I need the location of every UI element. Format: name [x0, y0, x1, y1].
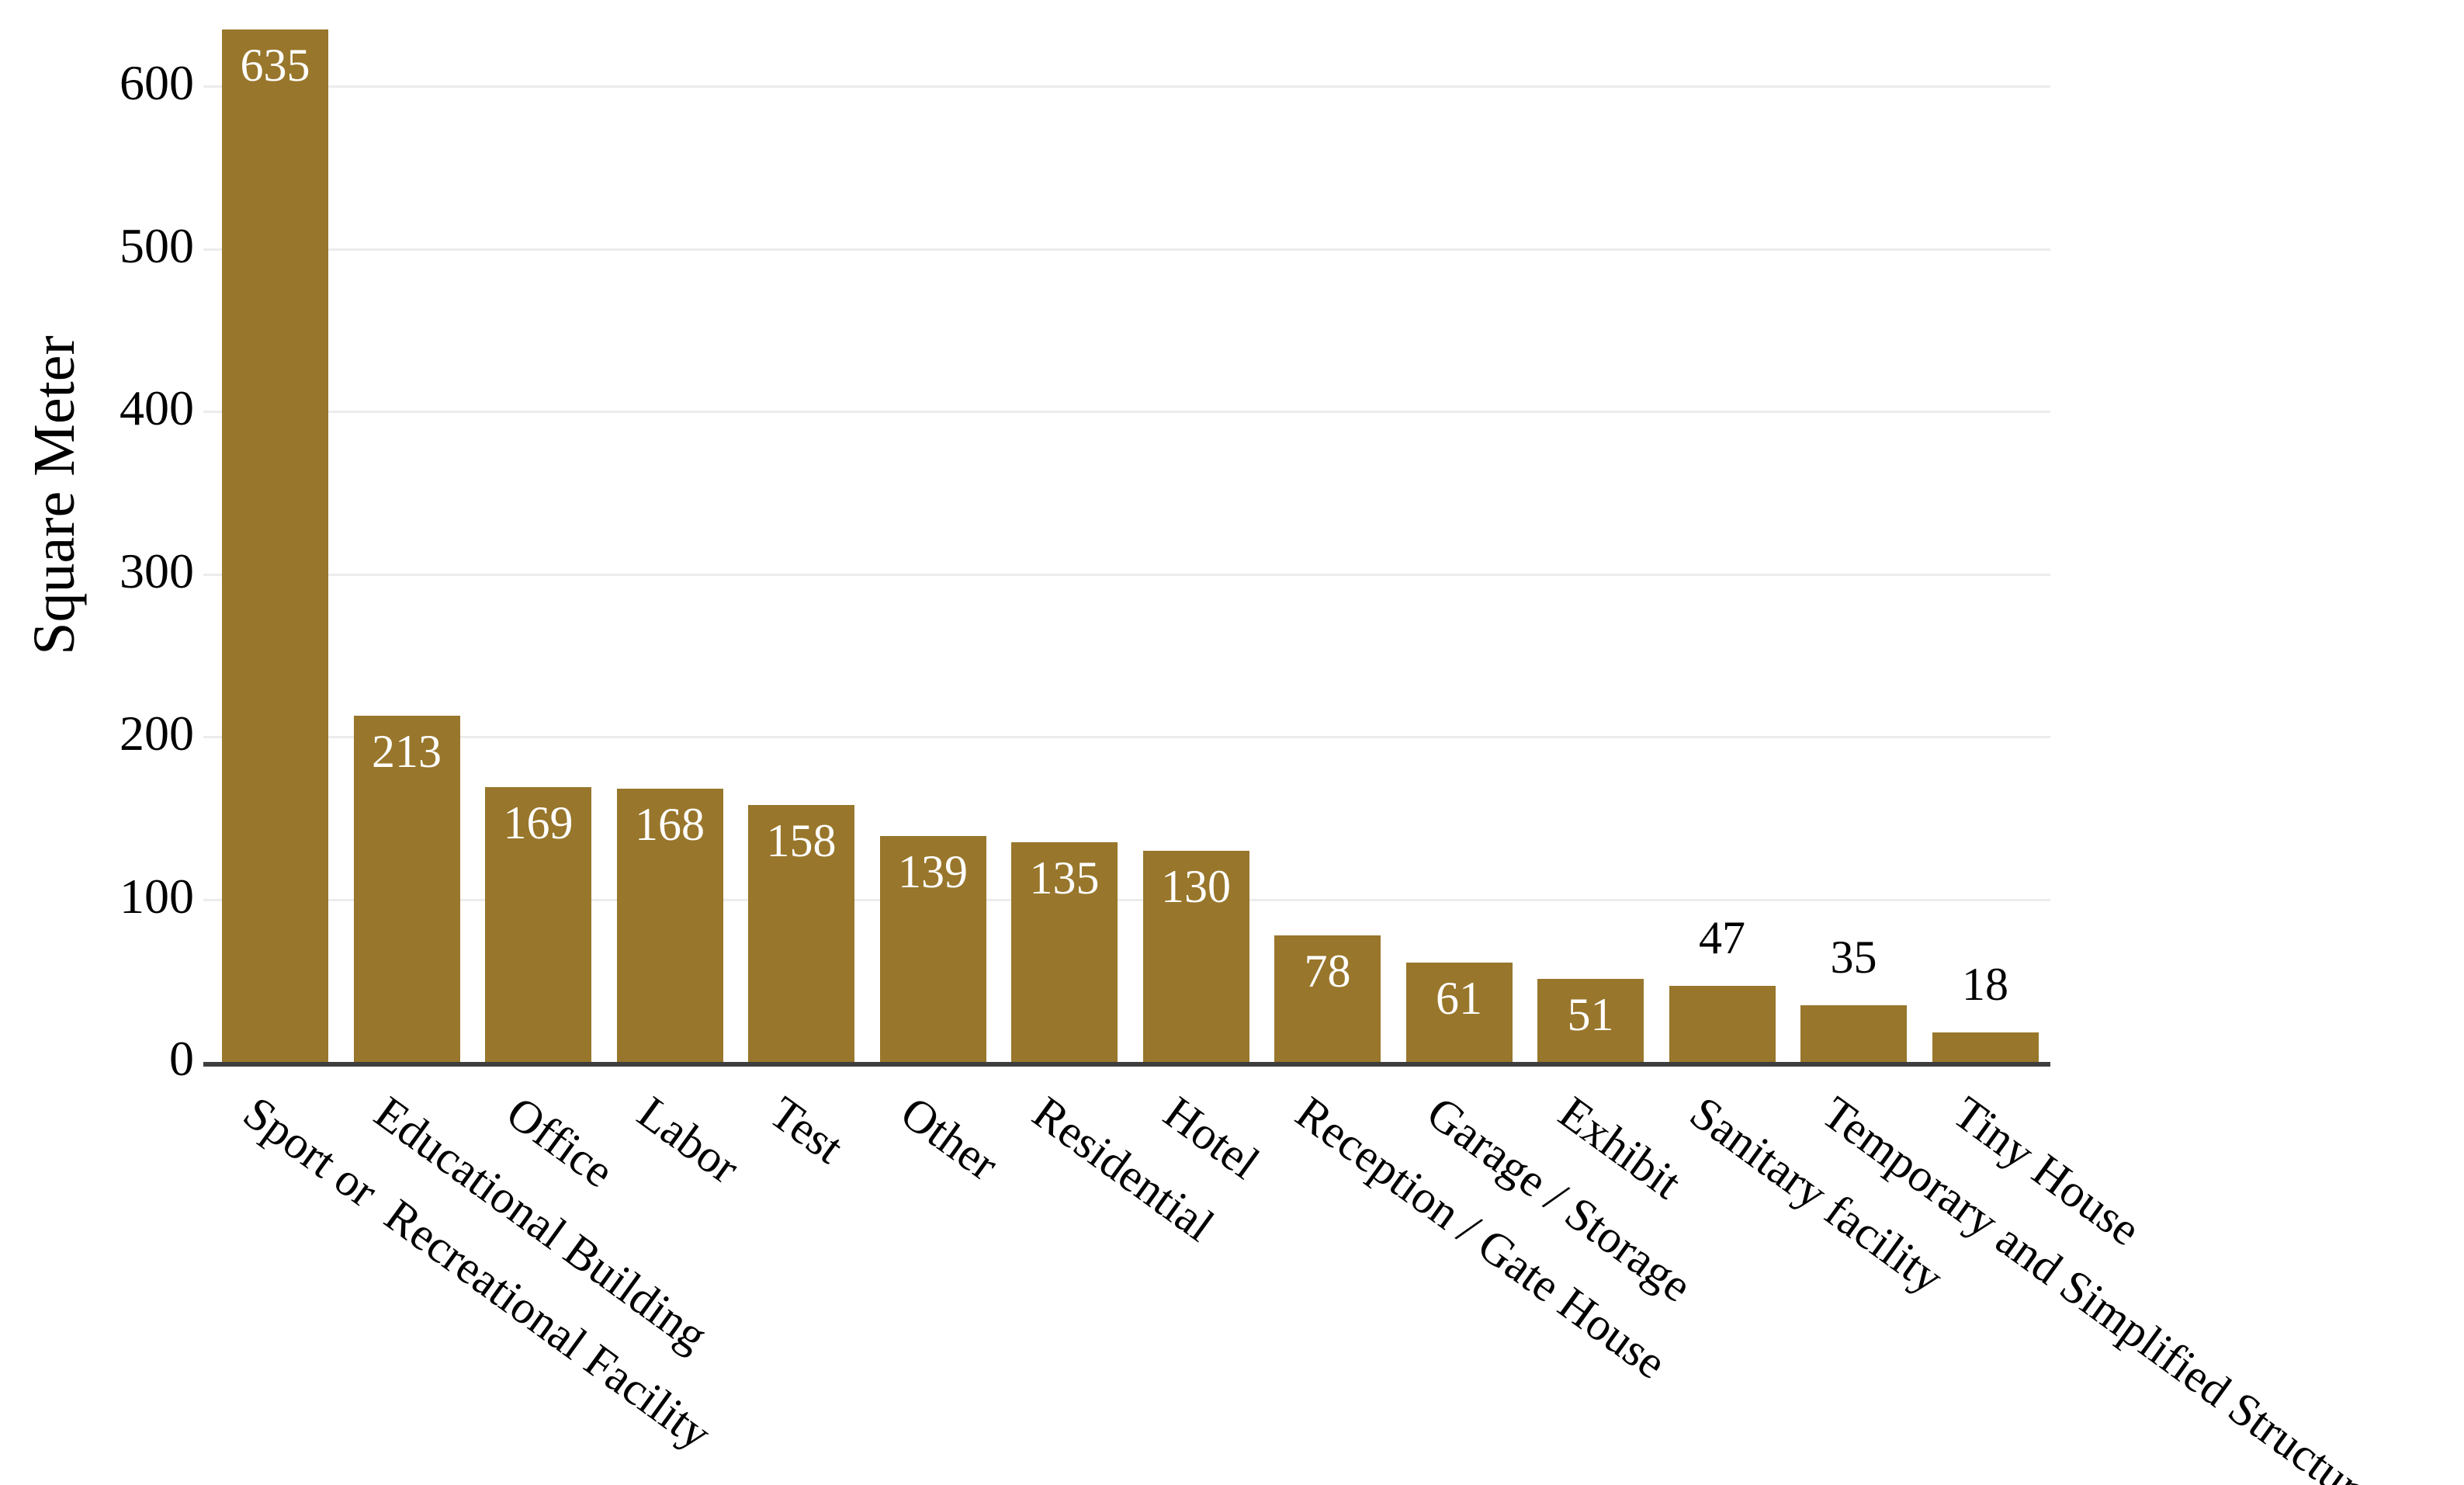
bar-value-label: 18: [1962, 959, 2008, 1011]
y-tick-label-200: 200: [120, 706, 194, 761]
gridline-500: [203, 248, 2050, 251]
bar-value-label: 168: [635, 799, 705, 851]
bar: [1274, 935, 1381, 1062]
bar-value-label: 169: [503, 796, 574, 848]
bar: [879, 835, 986, 1062]
y-tick-label-300: 300: [120, 543, 194, 599]
bar-value-label: 139: [898, 845, 968, 897]
gridline-300: [203, 573, 2050, 576]
bar: [1011, 842, 1118, 1062]
bar-value-label: 51: [1567, 989, 1614, 1041]
y-tick-label-600: 600: [120, 55, 194, 110]
x-category-label: Hotel: [1154, 1086, 1269, 1189]
bar-value-label: 61: [1436, 973, 1482, 1025]
bar: [1800, 1004, 1907, 1062]
x-category-label: Other: [891, 1086, 1008, 1191]
bar-value-label: 130: [1161, 860, 1231, 912]
bar: [1537, 979, 1644, 1062]
bar-value-label: 78: [1304, 945, 1351, 997]
bar-value-label: 35: [1830, 931, 1877, 983]
x-axis-line: [203, 1062, 2050, 1067]
bar: [485, 786, 591, 1062]
bar: [1405, 963, 1513, 1062]
bar: [748, 804, 854, 1062]
bar: [222, 29, 328, 1062]
bar-value-label: 158: [766, 814, 837, 866]
x-category-label: Labor: [628, 1086, 749, 1194]
gridline-400: [203, 411, 2050, 413]
bar-value-label: 635: [240, 39, 310, 91]
y-tick-label-400: 400: [120, 380, 194, 435]
gridline-200: [203, 736, 2050, 738]
bar-value-label: 47: [1699, 911, 1745, 963]
bar: [1142, 850, 1249, 1062]
bar: [616, 789, 723, 1062]
bar-value-label: 213: [372, 725, 442, 777]
y-tick-label-100: 100: [120, 868, 194, 924]
y-tick-label-0: 0: [169, 1031, 194, 1086]
bar: [1669, 985, 1776, 1062]
gridline-600: [203, 85, 2050, 88]
bar: [1932, 1032, 2039, 1062]
y-tick-label-500: 500: [120, 217, 194, 273]
bar-value-label: 135: [1029, 852, 1100, 904]
x-category-label: Test: [760, 1086, 853, 1174]
gridline-100: [203, 898, 2050, 901]
bar: [353, 715, 460, 1062]
